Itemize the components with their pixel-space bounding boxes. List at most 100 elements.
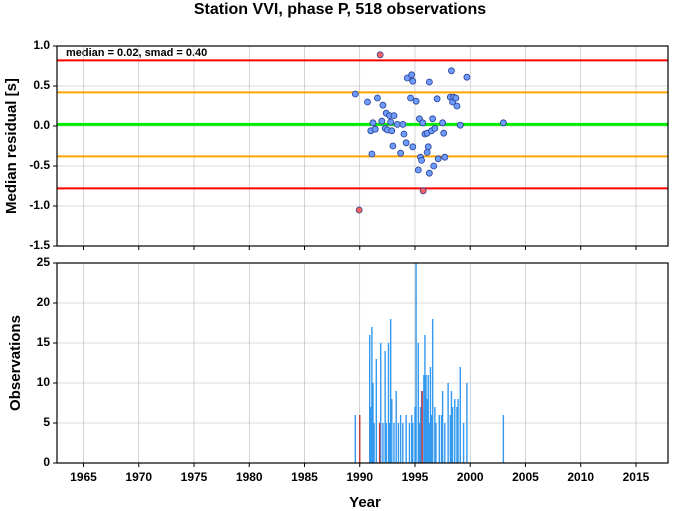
data-point — [399, 121, 407, 128]
bar — [384, 351, 386, 463]
bar — [395, 391, 397, 463]
bar — [371, 327, 373, 463]
data-point — [374, 94, 381, 102]
chart-title: Station VVI, phase P, 518 observations — [194, 1, 486, 18]
bar — [370, 407, 372, 463]
x-tick-label: 1965 — [70, 470, 97, 484]
data-point — [402, 139, 410, 147]
data-point — [463, 73, 471, 81]
data-point — [439, 119, 447, 127]
x-tick-label: 1995 — [402, 470, 429, 484]
bar — [378, 423, 381, 463]
data-point — [407, 94, 414, 102]
bar — [423, 375, 425, 463]
bar — [424, 335, 426, 463]
bar — [426, 399, 428, 463]
bar — [393, 423, 395, 463]
bar — [412, 423, 414, 463]
bar — [435, 423, 437, 463]
bar — [450, 391, 453, 463]
y-tick-label: -1.5 — [29, 238, 50, 252]
y-tick-label: 10 — [37, 375, 51, 389]
data-point — [434, 155, 442, 163]
bar — [405, 415, 407, 463]
bar — [418, 423, 421, 463]
data-point — [364, 98, 371, 106]
data-point — [412, 97, 420, 105]
x-tick-label: 1990 — [346, 470, 373, 484]
bar — [368, 335, 371, 463]
x-tick-label: 2000 — [457, 470, 484, 484]
bar — [387, 343, 390, 463]
y-tick-label: 0.5 — [33, 78, 50, 92]
data-point — [414, 166, 422, 174]
y-tick-label: -0.5 — [29, 158, 50, 172]
data-point — [453, 102, 461, 110]
bar — [388, 423, 391, 463]
bar — [414, 407, 416, 463]
x-tick-label: 2005 — [512, 470, 539, 484]
y-axis-label: Median residual [s] — [3, 78, 20, 214]
bar — [449, 415, 452, 463]
bar — [399, 415, 402, 463]
bar — [375, 359, 378, 463]
data-point — [448, 67, 455, 75]
y-tick-label: 15 — [37, 335, 51, 349]
data-point — [388, 127, 396, 135]
bar — [417, 343, 419, 463]
data-point — [425, 78, 433, 86]
x-tick-label: 1975 — [181, 470, 208, 484]
bar — [428, 423, 431, 463]
bar — [438, 415, 440, 463]
y-tick-label: 0.0 — [33, 118, 50, 132]
x-tick-label: 2010 — [567, 470, 594, 484]
bar — [444, 423, 446, 463]
bar — [380, 343, 382, 463]
data-point — [456, 121, 464, 129]
y-tick-label: 1.0 — [33, 38, 50, 52]
data-point — [425, 169, 433, 177]
annotation: median = 0.02, smad = 0.40 — [66, 47, 207, 59]
bar — [402, 423, 404, 463]
data-point — [379, 101, 387, 109]
data-point — [400, 130, 408, 138]
bar — [459, 367, 461, 463]
x-tick-label: 1985 — [291, 470, 318, 484]
bar — [373, 423, 375, 463]
bar — [391, 399, 393, 463]
data-point — [369, 119, 377, 127]
data-point — [408, 71, 416, 79]
x-axis-label: Year — [349, 494, 381, 511]
x-tick-label: 2015 — [623, 470, 650, 484]
data-point — [499, 119, 507, 127]
bar — [382, 423, 384, 463]
data-point — [393, 121, 401, 128]
data-point — [429, 115, 437, 123]
bar — [440, 415, 443, 463]
x-tick-label: 1970 — [125, 470, 152, 484]
bar — [389, 319, 392, 463]
y-tick-label: 0 — [43, 455, 50, 469]
bar — [447, 383, 449, 463]
y-tick-label: 5 — [43, 415, 50, 429]
bar — [441, 391, 444, 463]
data-point — [433, 95, 441, 103]
bar — [456, 407, 458, 463]
data-point — [430, 162, 438, 170]
data-point — [424, 143, 432, 151]
bar — [434, 407, 436, 463]
bar — [429, 367, 432, 463]
data-point — [419, 119, 427, 127]
bar — [425, 375, 427, 463]
y-tick-label: -1.0 — [29, 198, 50, 212]
bar — [421, 391, 423, 463]
data-point — [368, 150, 376, 158]
data-point — [409, 143, 417, 151]
x-tick-label: 1980 — [236, 470, 263, 484]
data-point — [419, 187, 427, 195]
bar — [502, 415, 505, 463]
bar — [427, 375, 429, 463]
bar — [466, 383, 468, 463]
